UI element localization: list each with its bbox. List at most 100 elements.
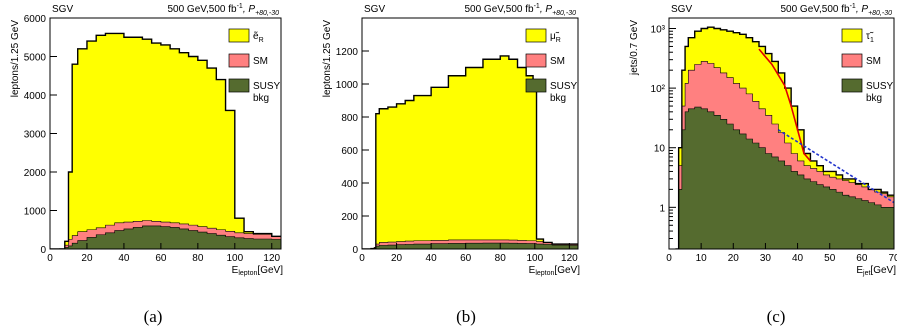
y-tick-label: 0 (352, 245, 358, 256)
legend-label-signal: ẽR (253, 31, 264, 44)
x-tick-label: 0 (666, 253, 672, 264)
x-tick-label: 80 (192, 253, 204, 264)
y-tick-label: 10² (651, 84, 666, 95)
header-left: SGV (671, 4, 692, 15)
sm-outline (362, 239, 578, 249)
panel-caption: (b) (456, 307, 476, 326)
legend-label2-bkg: bkg (550, 93, 566, 104)
y-tick-label: 1000 (24, 207, 47, 218)
y-tick-label: 6000 (24, 14, 47, 25)
bkg-outline (50, 225, 281, 249)
legend-label-bkg: SUSY (253, 81, 281, 92)
x-tick-label: 20 (81, 253, 93, 264)
panel-3: 0 10 20 30 40 50 60 70 1 10 10² 10³ SGV 500 GeV,500 f… (629, 3, 897, 326)
x-tick-label: 40 (118, 253, 130, 264)
y-tick-label: 5000 (24, 53, 47, 64)
x-tick-label: 60 (856, 253, 868, 264)
bkg-area (50, 225, 281, 249)
x-tick-label: 40 (426, 253, 438, 264)
x-tick-label: 0 (359, 253, 365, 264)
x-axis-label: Ejet[GeV] (856, 265, 896, 277)
total-outline (362, 55, 578, 249)
sm-outline (675, 61, 894, 249)
y-tick-label: 2000 (24, 168, 47, 179)
x-tick-label: 100 (526, 253, 543, 264)
x-tick-label: 80 (495, 253, 507, 264)
legend-label2-bkg: bkg (866, 93, 882, 104)
y-tick-label: 1 (659, 203, 665, 214)
legend-label-signal: τ̃1 (866, 31, 874, 44)
legend-swatch-bkg (525, 78, 547, 93)
x-axis-label: Elepton[GeV] (529, 265, 581, 277)
fit-blue-line (777, 129, 894, 204)
legend-label-signal: μ̃R (550, 31, 561, 44)
y-tick-label: 4000 (24, 91, 47, 102)
x-tick-label: 10 (696, 253, 708, 264)
bkg-area (362, 243, 578, 249)
y-tick-label: 400 (341, 179, 358, 190)
x-tick-label: 60 (155, 253, 167, 264)
legend-swatch-bkg (841, 78, 863, 93)
x-tick-label: 120 (263, 253, 280, 264)
x-axis-label: Elepton[GeV] (232, 265, 284, 277)
x-tick-label: 60 (460, 253, 472, 264)
panel-caption: (c) (767, 307, 786, 326)
plot-area (50, 32, 281, 249)
signal-area (362, 55, 578, 249)
header-right: 500 GeV,500 fb-1, P+80,-30 (464, 3, 576, 17)
legend-swatch-signal (525, 28, 547, 43)
x-tick-label: 20 (391, 253, 403, 264)
bkg-outline (675, 106, 894, 249)
y-tick-label: 800 (341, 113, 358, 124)
y-tick-label: 10 (654, 144, 666, 155)
legend-label2-bkg: bkg (253, 93, 269, 104)
plot-area (675, 26, 894, 249)
bkg-area (675, 107, 894, 249)
sm-outline (50, 220, 281, 249)
plot-frame (668, 17, 895, 250)
plot-frame (361, 17, 579, 250)
panel-caption: (a) (144, 307, 163, 326)
legend-swatch-signal (841, 28, 863, 43)
x-tick-label: 120 (561, 253, 578, 264)
y-tick-label: 200 (341, 212, 358, 223)
y-tick-label: 1200 (336, 47, 359, 58)
legend-swatch-sm (525, 53, 547, 68)
legend-label-sm: SM (550, 56, 565, 67)
legend-label-bkg: SUSY (550, 81, 578, 92)
x-tick-label: 0 (47, 253, 53, 264)
legend-label-sm: SM (253, 56, 268, 67)
header-right: 500 GeV,500 fb-1, P+80,-30 (167, 3, 279, 17)
header-right: 500 GeV,500 fb-1, P+80,-30 (780, 3, 892, 17)
y-tick-label: 10³ (651, 24, 666, 35)
x-tick-label: 20 (728, 253, 740, 264)
x-tick-label: 40 (792, 253, 804, 264)
y-tick-label: 0 (40, 245, 46, 256)
signal-area (50, 33, 281, 249)
legend-label-sm: SM (866, 56, 881, 67)
legend-swatch-signal (228, 28, 250, 43)
x-tick-label: 30 (760, 253, 772, 264)
y-tick-label: 3000 (24, 130, 47, 141)
y-axis-label: leptons/1.25 GeV (322, 20, 333, 98)
legend-swatch-bkg (228, 78, 250, 93)
legend-swatch-sm (228, 53, 250, 68)
legend-swatch-sm (841, 53, 863, 68)
plot-area (362, 55, 578, 249)
panel-1: 0 20 40 60 80 100 120 0 1000 2000 3000 4000 5000 6000… (10, 3, 283, 326)
total-outline (50, 32, 281, 249)
y-tick-label: 600 (341, 146, 358, 157)
y-axis-label: leptons/1.25 GeV (10, 20, 21, 98)
legend-label-bkg: SUSY (866, 81, 894, 92)
y-axis-label: jets/0.7 GeV (629, 20, 640, 76)
total-outline (675, 26, 894, 249)
header-left: SGV (52, 4, 73, 15)
header-left: SGV (364, 4, 385, 15)
x-tick-label: 100 (226, 253, 243, 264)
x-tick-label: 50 (824, 253, 836, 264)
x-tick-label: 70 (888, 253, 897, 264)
fit-red-line (758, 48, 812, 162)
y-tick-label: 1000 (336, 80, 359, 91)
